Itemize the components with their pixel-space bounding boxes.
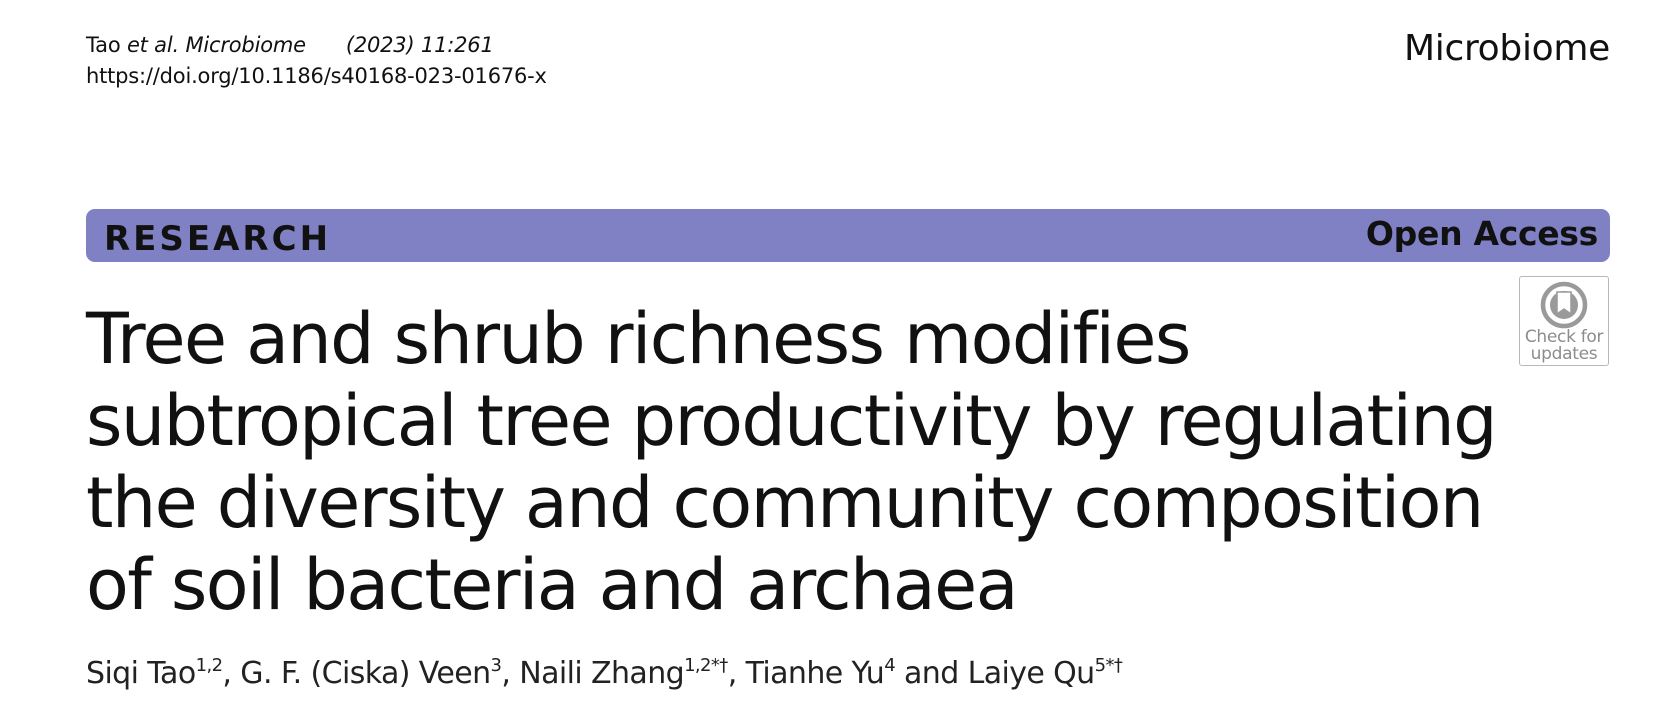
doi-link[interactable]: https://doi.org/10.1186/s40168-023-01676… (86, 64, 547, 88)
author[interactable]: Laiye Qu5*† (967, 655, 1123, 691)
citation-line: Tao et al. Microbiome (2023) 11:261 (86, 30, 547, 61)
author-affiliation: 5*† (1094, 655, 1123, 676)
author[interactable]: Naili Zhang1,2*† (519, 655, 728, 691)
author-list: Siqi Tao1,2, G. F. (Ciska) Veen3, Naili … (86, 655, 1123, 691)
author[interactable]: G. F. (Ciska) Veen3 (240, 655, 502, 691)
open-access-label: Open Access (1365, 214, 1598, 253)
author-affiliation: 4 (884, 655, 896, 676)
author-affiliation: 1,2 (195, 655, 223, 676)
journal-name: Microbiome (1404, 28, 1610, 69)
check-updates-line2: updates (1530, 344, 1598, 364)
citation-author: Tao (86, 33, 121, 57)
check-updates-line1: Check for (1524, 327, 1604, 347)
article-type-banner: RESEARCH Open Access (86, 209, 1610, 262)
citation-block: Tao et al. Microbiome (2023) 11:261 https… (86, 30, 547, 92)
citation-etal: et al. (126, 33, 179, 57)
author[interactable]: Siqi Tao1,2 (86, 655, 223, 691)
article-title: Tree and shrub richness modifies subtrop… (86, 298, 1498, 626)
author-affiliation: 1,2*† (684, 655, 728, 676)
citation-year-volume: (2023) 11:261 (345, 33, 494, 57)
article-type-label: RESEARCH (104, 218, 332, 259)
citation-journal: Microbiome (185, 33, 306, 57)
author[interactable]: Tianhe Yu4 (745, 655, 896, 691)
bookmark-circle-icon (1540, 281, 1588, 329)
check-for-updates-button[interactable]: Check for updates (1519, 276, 1609, 366)
author-affiliation: 3 (490, 655, 502, 676)
